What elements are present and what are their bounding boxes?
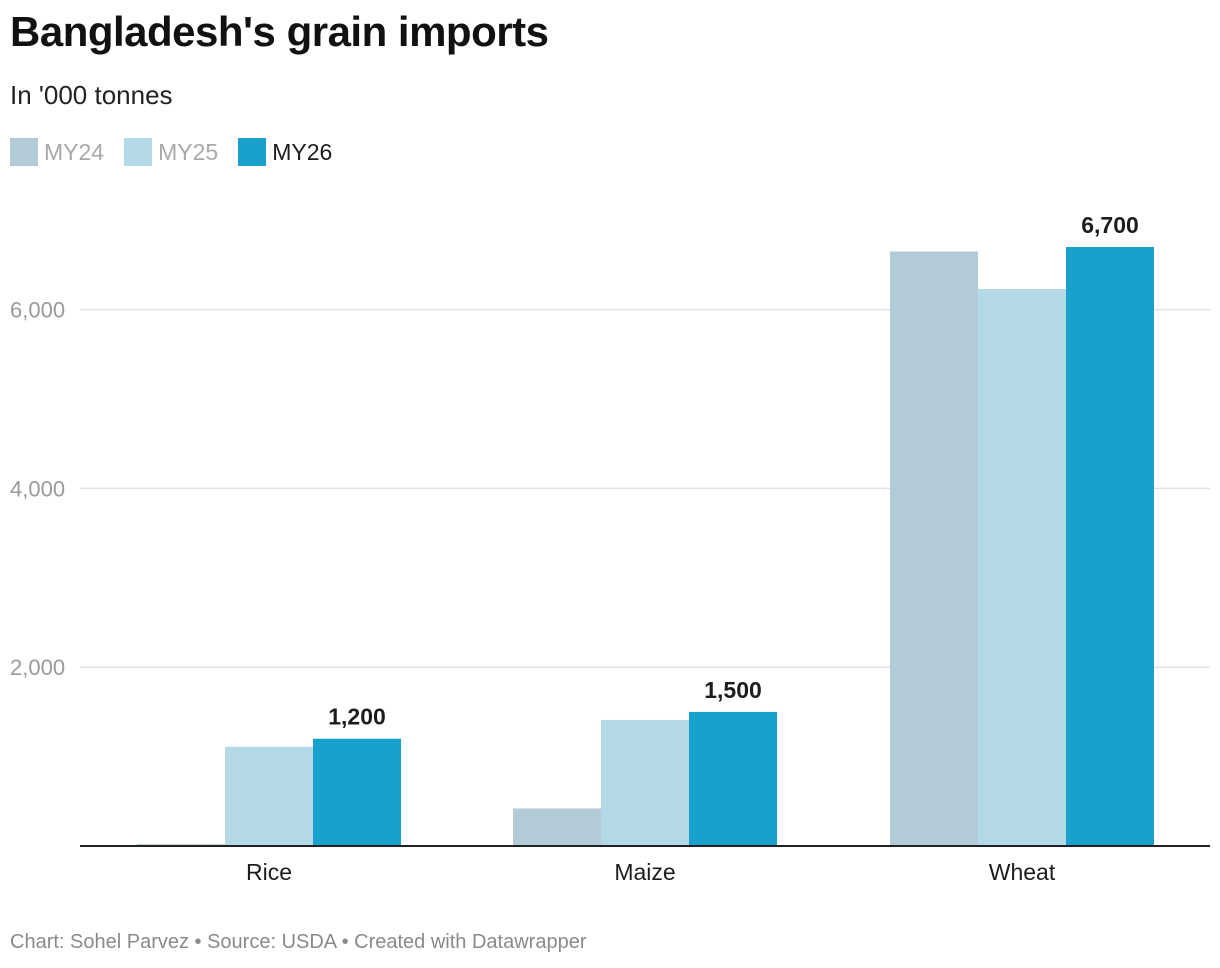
bar-my25-rice[interactable] — [225, 746, 313, 846]
legend-item-my24[interactable]: MY24 — [10, 138, 104, 166]
legend-swatch-my26 — [238, 138, 267, 166]
legend-item-my26[interactable]: MY26 — [238, 138, 332, 166]
x-tick-label: Rice — [246, 859, 292, 885]
bar-my24-maize[interactable] — [513, 808, 601, 846]
chart-footer: Chart: Sohel Parvez • Source: USDA • Cre… — [10, 931, 587, 953]
chart-title: Bangladesh's grain imports — [10, 8, 549, 55]
chart-subtitle: In '000 tonnes — [10, 80, 173, 110]
data-label: 1,500 — [704, 677, 762, 703]
bar-my24-wheat[interactable] — [890, 251, 978, 846]
legend-label-my24: MY24 — [44, 138, 105, 165]
y-tick-label: 2,000 — [10, 655, 65, 680]
data-label: 6,700 — [1081, 212, 1139, 238]
data-label: 1,200 — [328, 704, 386, 730]
bar-my26-wheat[interactable] — [1066, 247, 1154, 846]
x-tick-label: Wheat — [989, 859, 1056, 885]
y-tick-label: 6,000 — [10, 298, 65, 323]
legend-swatch-my24 — [10, 138, 38, 166]
legend-label-my25: MY25 — [158, 138, 219, 165]
bar-my25-maize[interactable] — [601, 719, 689, 846]
legend-swatch-my25 — [124, 138, 153, 166]
bar-my26-maize[interactable] — [689, 711, 777, 846]
y-tick-label: 4,000 — [10, 476, 65, 501]
bar-my25-wheat[interactable] — [978, 289, 1066, 846]
x-tick-label: Maize — [614, 859, 675, 885]
bar-my26-rice[interactable] — [313, 738, 401, 846]
legend: MY24 MY25 MY26 — [10, 138, 352, 166]
legend-label-my26: MY26 — [272, 138, 333, 165]
legend-item-my25[interactable]: MY25 — [124, 138, 218, 166]
